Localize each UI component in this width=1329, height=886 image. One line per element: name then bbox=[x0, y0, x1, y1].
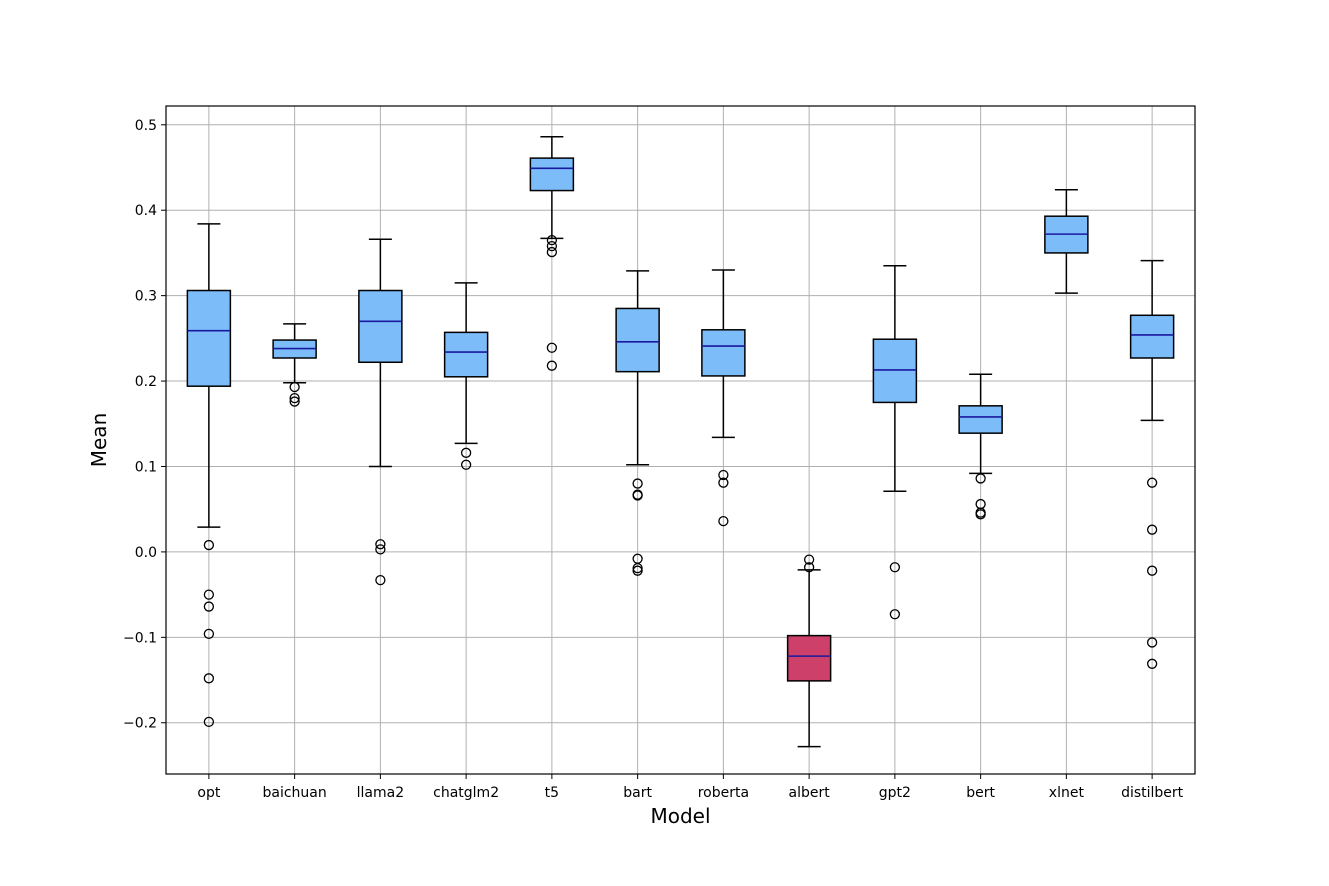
outlier-point bbox=[289, 396, 300, 407]
x-tick-label: bart bbox=[623, 785, 652, 801]
y-tick-label: 0.1 bbox=[135, 459, 157, 475]
outlier-point bbox=[203, 673, 215, 684]
outlier-point bbox=[632, 478, 643, 489]
box-iqr bbox=[958, 405, 1003, 434]
x-tick-label: llama2 bbox=[357, 785, 404, 801]
outlier-point bbox=[803, 562, 815, 573]
y-tick-label: 0.4 bbox=[135, 203, 157, 219]
box-group-bert bbox=[958, 373, 1003, 520]
outlier-point bbox=[375, 539, 386, 550]
x-tick-label: xlnet bbox=[1049, 785, 1085, 801]
grid-lines bbox=[166, 106, 1195, 774]
outlier-point bbox=[975, 509, 986, 520]
outlier-point bbox=[546, 342, 558, 353]
box-group-chatglm2 bbox=[443, 282, 489, 470]
box-iqr bbox=[1129, 314, 1175, 359]
x-tick-label: t5 bbox=[545, 785, 559, 801]
x-tick-label: albert bbox=[789, 785, 831, 801]
outlier-point bbox=[546, 246, 558, 258]
outlier-point bbox=[803, 554, 815, 565]
x-tick-label: opt bbox=[197, 785, 220, 801]
x-tick-label: baichuan bbox=[262, 785, 326, 801]
outlier-point bbox=[1146, 477, 1158, 488]
outlier-point bbox=[203, 589, 215, 600]
outlier-point bbox=[203, 628, 215, 640]
outlier-point bbox=[460, 459, 472, 470]
outlier-point bbox=[203, 716, 215, 728]
outlier-point bbox=[203, 539, 215, 551]
outlier-point bbox=[718, 516, 729, 527]
y-tick-label: 0.3 bbox=[135, 289, 157, 305]
box-iqr bbox=[443, 331, 489, 378]
outlier-point bbox=[203, 601, 215, 612]
outlier-point bbox=[546, 360, 558, 371]
box-group-distilbert bbox=[1129, 259, 1175, 669]
box-iqr bbox=[529, 157, 575, 192]
box-group-roberta bbox=[701, 269, 746, 527]
box-iqr bbox=[615, 307, 660, 373]
outlier-point bbox=[289, 392, 300, 404]
outlier-point bbox=[632, 490, 643, 501]
y-tick-label: 0.5 bbox=[135, 118, 157, 134]
outlier-point bbox=[718, 469, 729, 481]
box-group-bart bbox=[615, 270, 660, 576]
outlier-point bbox=[975, 473, 986, 484]
y-tick-label: 0.0 bbox=[135, 545, 157, 561]
outlier-point bbox=[632, 562, 643, 574]
box-group-opt bbox=[186, 223, 232, 728]
x-tick-label: bert bbox=[966, 785, 995, 801]
outlier-point bbox=[889, 562, 901, 573]
y-tick-label: −0.2 bbox=[123, 716, 157, 732]
y-tick-label: −0.1 bbox=[123, 630, 157, 646]
box-iqr bbox=[701, 329, 746, 377]
y-tick-label: 0.2 bbox=[135, 374, 157, 390]
outlier-point bbox=[1146, 524, 1158, 535]
y-axis-title: Mean bbox=[87, 413, 111, 468]
x-tick-label: gpt2 bbox=[879, 785, 911, 801]
outlier-point bbox=[889, 609, 901, 620]
outlier-point bbox=[718, 477, 729, 488]
box-plot-series bbox=[186, 136, 1175, 748]
outlier-point bbox=[632, 565, 643, 576]
box-iqr bbox=[186, 289, 232, 387]
outlier-point bbox=[375, 544, 386, 555]
box-group-t5 bbox=[529, 136, 575, 371]
box-group-xlnet bbox=[1044, 188, 1089, 294]
x-tick-label: distilbert bbox=[1121, 785, 1184, 801]
x-axis-title: Model bbox=[650, 804, 710, 828]
box-group-llama2 bbox=[358, 238, 403, 586]
outlier-point bbox=[460, 447, 472, 458]
outlier-point bbox=[1146, 565, 1158, 576]
box-group-baichuan bbox=[272, 323, 317, 407]
outlier-point bbox=[1146, 637, 1158, 648]
box-group-gpt2 bbox=[872, 264, 918, 620]
outlier-point bbox=[546, 234, 558, 246]
box-iqr bbox=[872, 338, 918, 404]
box-group-albert bbox=[786, 554, 832, 748]
box-iqr bbox=[786, 634, 832, 682]
axis-ticks: 0.5 0.4 0.3 0.2 0.1 0.0 −0.1 −0.2 opt baichuan lla… bbox=[123, 118, 1184, 801]
outlier-point bbox=[375, 574, 386, 586]
outlier-point bbox=[1146, 658, 1158, 669]
plot-area-frame bbox=[165, 105, 1196, 775]
outlier-point bbox=[546, 240, 558, 252]
x-tick-label: chatglm2 bbox=[433, 785, 499, 801]
x-tick-label: roberta bbox=[698, 785, 749, 801]
outlier-point bbox=[289, 381, 300, 393]
box-iqr bbox=[358, 289, 403, 364]
